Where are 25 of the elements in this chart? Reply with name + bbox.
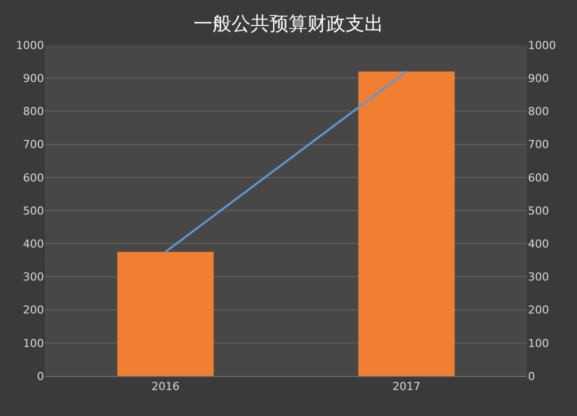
x-tick-label: 2017	[392, 380, 420, 394]
y-tick-label: 500	[23, 204, 44, 218]
y2-tick-label: 600	[528, 171, 549, 184]
y-tick-label: 1000	[16, 38, 44, 52]
chart-title: 一般公共预算财政支出	[194, 12, 384, 35]
y-tick-label: 400	[23, 237, 44, 250]
y-tick-label: 300	[23, 270, 44, 284]
y-tick-label: 900	[23, 72, 44, 85]
y-tick-label: 700	[23, 138, 44, 152]
y2-tick-label: 900	[528, 72, 549, 85]
y2-tick-label: 300	[528, 270, 549, 284]
y-tick-label: 0	[37, 370, 44, 383]
y-tick-label: 600	[23, 171, 44, 184]
y-tick-label: 100	[23, 336, 44, 350]
y2-tick-label: 1000	[528, 38, 556, 52]
y2-tick-label: 0	[528, 370, 535, 383]
y2-tick-label: 500	[528, 204, 549, 218]
y2-tick-label: 800	[528, 105, 549, 118]
y2-tick-label: 700	[528, 138, 549, 152]
y2-tick-label: 100	[528, 336, 549, 350]
y-tick-label: 800	[23, 105, 44, 118]
x-tick-label: 2016	[152, 380, 180, 394]
y-tick-label: 200	[23, 304, 44, 317]
y2-tick-label: 400	[528, 237, 549, 250]
y2-tick-label: 200	[528, 304, 549, 317]
